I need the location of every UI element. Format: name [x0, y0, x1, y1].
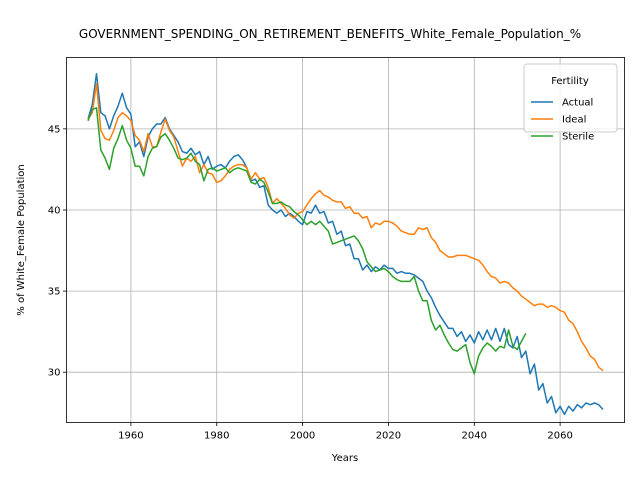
- series-line-sterile: [87, 107, 527, 375]
- x-tick-label: 2020: [376, 431, 401, 442]
- legend-items: Actual Ideal Sterile: [531, 98, 594, 143]
- x-tick-label: 2060: [547, 431, 572, 442]
- series-line-actual: [87, 72, 604, 416]
- legend: Fertility Actual Ideal Sterile: [523, 63, 618, 143]
- x-tick-label: 2000: [290, 431, 315, 442]
- x-tick-label: 1960: [118, 431, 143, 442]
- y-tick-label: 45: [48, 124, 61, 135]
- legend-title: Fertility: [551, 76, 589, 87]
- legend-box: [523, 63, 618, 133]
- legend-label-ideal: Ideal: [562, 115, 586, 126]
- y-axis-label: % of White_Female Population: [16, 164, 27, 315]
- y-axis-ticks: 30 35 40 45: [48, 124, 67, 379]
- y-tick-label: 35: [48, 287, 61, 298]
- plot-frame: [66, 57, 625, 423]
- y-tick-label: 40: [48, 205, 61, 216]
- y-tick-label: 30: [48, 368, 61, 379]
- legend-label-actual: Actual: [562, 98, 593, 109]
- x-axis-ticks: 1960 1980 2000 2020 2040 2060: [118, 422, 573, 442]
- x-tick-label: 2040: [462, 431, 487, 442]
- chart-title: GOVERNMENT_SPENDING_ON_RETIREMENT_BENEFI…: [79, 27, 581, 41]
- legend-label-sterile: Sterile: [562, 132, 594, 143]
- x-tick-label: 1980: [204, 431, 229, 442]
- x-axis-label: Years: [331, 453, 358, 464]
- series-line-ideal: [87, 82, 604, 372]
- series-lines: [87, 72, 604, 416]
